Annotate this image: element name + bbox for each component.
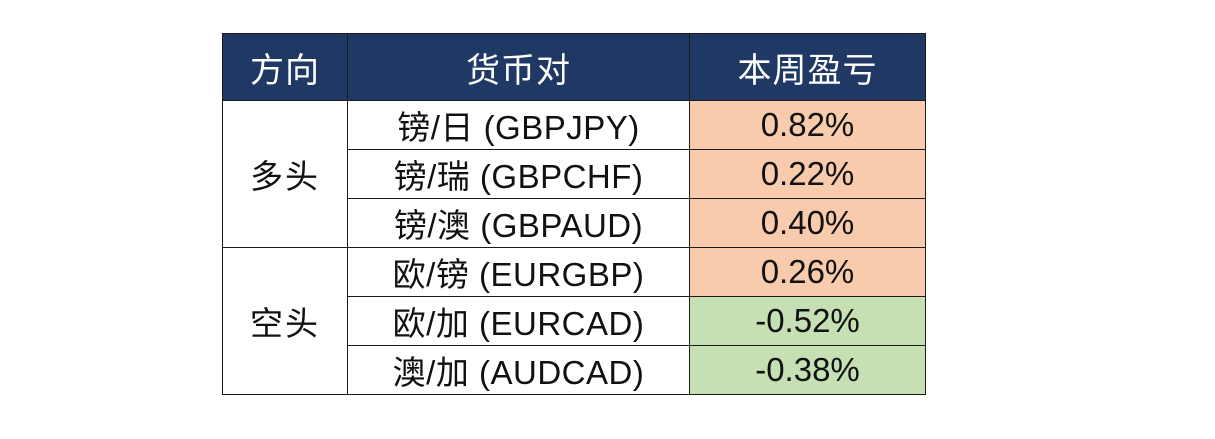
pnl-cell: 0.82%: [689, 100, 926, 150]
header-direction: 方向: [222, 33, 348, 101]
header-weekly-pnl: 本周盈亏: [689, 33, 926, 101]
pair-cell: 澳/加 (AUDCAD): [347, 345, 690, 395]
pair-cell: 镑/澳 (GBPAUD): [347, 198, 690, 248]
pair-cell: 镑/日 (GBPJPY): [347, 100, 690, 150]
pair-cell: 欧/加 (EURCAD): [347, 296, 690, 346]
weekly-pnl-table: 方向 货币对 本周盈亏 多头 镑/日 (GBPJPY) 0.82% 镑/瑞 (G…: [222, 33, 926, 395]
pnl-cell: -0.52%: [689, 296, 926, 346]
table-row: 欧/加 (EURCAD) -0.52%: [223, 296, 926, 346]
table-row: 镑/瑞 (GBPCHF) 0.22%: [223, 149, 926, 199]
pnl-cell: 0.22%: [689, 149, 926, 199]
weekly-pnl-table-container: 方向 货币对 本周盈亏 多头 镑/日 (GBPJPY) 0.82% 镑/瑞 (G…: [222, 33, 926, 395]
pair-cell: 镑/瑞 (GBPCHF): [347, 149, 690, 199]
pnl-cell: -0.38%: [689, 345, 926, 395]
pair-cell: 欧/镑 (EURGBP): [347, 247, 690, 297]
direction-cell-short: 空头: [222, 247, 348, 395]
table-row: 澳/加 (AUDCAD) -0.38%: [223, 345, 926, 395]
table-row: 空头 欧/镑 (EURGBP) 0.26%: [222, 247, 926, 395]
pnl-cell: 0.40%: [689, 198, 926, 248]
table-row: 多头 镑/日 (GBPJPY) 0.82%: [222, 100, 926, 248]
header-currency-pair: 货币对: [347, 33, 690, 101]
table-header-row: 方向 货币对 本周盈亏: [222, 33, 926, 101]
direction-cell-long: 多头: [222, 100, 348, 248]
pnl-cell: 0.26%: [689, 247, 926, 297]
